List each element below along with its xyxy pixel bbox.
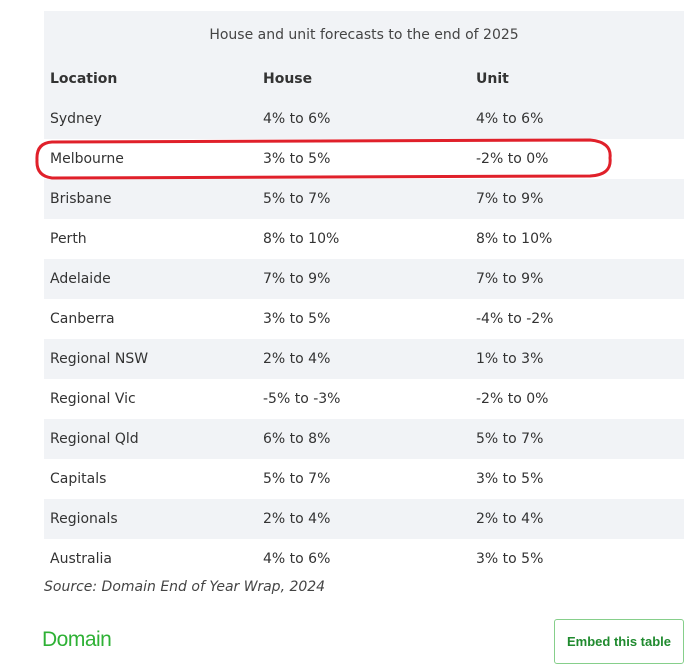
location-cell: Melbourne bbox=[50, 151, 124, 167]
header-unit: Unit bbox=[476, 71, 509, 87]
table-row: Melbourne 3% to 5% -2% to 0% bbox=[44, 139, 684, 179]
table-row: Sydney 4% to 6% 4% to 6% bbox=[44, 99, 684, 139]
house-cell: 7% to 9% bbox=[263, 271, 331, 287]
domain-logo[interactable]: Domain bbox=[42, 628, 112, 651]
unit-cell: 1% to 3% bbox=[476, 351, 544, 367]
location-cell: Regional NSW bbox=[50, 351, 149, 367]
location-cell: Perth bbox=[50, 231, 87, 247]
location-cell: Regionals bbox=[50, 511, 118, 527]
unit-cell: 7% to 9% bbox=[476, 191, 544, 207]
table-row: Brisbane 5% to 7% 7% to 9% bbox=[44, 179, 684, 219]
unit-cell: 5% to 7% bbox=[476, 431, 544, 447]
house-cell: 3% to 5% bbox=[263, 311, 331, 327]
location-cell: Regional Vic bbox=[50, 391, 136, 407]
unit-cell: 3% to 5% bbox=[476, 551, 544, 567]
table-row: Canberra 3% to 5% -4% to -2% bbox=[44, 299, 684, 339]
table-row: Adelaide 7% to 9% 7% to 9% bbox=[44, 259, 684, 299]
location-cell: Australia bbox=[50, 551, 112, 567]
table-row: Australia 4% to 6% 3% to 5% bbox=[44, 539, 684, 579]
house-cell: 4% to 6% bbox=[263, 111, 331, 127]
location-cell: Canberra bbox=[50, 311, 115, 327]
source-note: Source: Domain End of Year Wrap, 2024 bbox=[44, 579, 326, 595]
house-cell: 6% to 8% bbox=[263, 431, 331, 447]
unit-cell: 8% to 10% bbox=[476, 231, 553, 247]
forecast-table: House and unit forecasts to the end of 2… bbox=[44, 11, 684, 579]
table-row: Capitals 5% to 7% 3% to 5% bbox=[44, 459, 684, 499]
unit-cell: -2% to 0% bbox=[476, 391, 549, 407]
unit-cell: 7% to 9% bbox=[476, 271, 544, 287]
embed-table-button[interactable]: Embed this table bbox=[554, 619, 684, 664]
table-caption: House and unit forecasts to the end of 2… bbox=[44, 11, 684, 59]
house-cell: 2% to 4% bbox=[263, 511, 331, 527]
location-cell: Brisbane bbox=[50, 191, 112, 207]
table-row: Perth 8% to 10% 8% to 10% bbox=[44, 219, 684, 259]
location-cell: Capitals bbox=[50, 471, 107, 487]
location-cell: Regional Qld bbox=[50, 431, 139, 447]
header-location: Location bbox=[50, 71, 118, 87]
unit-cell: 4% to 6% bbox=[476, 111, 544, 127]
house-cell: -5% to -3% bbox=[263, 391, 341, 407]
unit-cell: -2% to 0% bbox=[476, 151, 549, 167]
table-row: Regionals 2% to 4% 2% to 4% bbox=[44, 499, 684, 539]
table-row: Regional NSW 2% to 4% 1% to 3% bbox=[44, 339, 684, 379]
location-cell: Sydney bbox=[50, 111, 102, 127]
unit-cell: -4% to -2% bbox=[476, 311, 554, 327]
house-cell: 5% to 7% bbox=[263, 471, 331, 487]
house-cell: 5% to 7% bbox=[263, 191, 331, 207]
table-header-row: Location House Unit bbox=[44, 59, 684, 99]
table-row: Regional Qld 6% to 8% 5% to 7% bbox=[44, 419, 684, 459]
unit-cell: 2% to 4% bbox=[476, 511, 544, 527]
header-house: House bbox=[263, 71, 313, 87]
house-cell: 2% to 4% bbox=[263, 351, 331, 367]
unit-cell: 3% to 5% bbox=[476, 471, 544, 487]
house-cell: 4% to 6% bbox=[263, 551, 331, 567]
house-cell: 8% to 10% bbox=[263, 231, 340, 247]
location-cell: Adelaide bbox=[50, 271, 111, 287]
house-cell: 3% to 5% bbox=[263, 151, 331, 167]
table-row: Regional Vic -5% to -3% -2% to 0% bbox=[44, 379, 684, 419]
